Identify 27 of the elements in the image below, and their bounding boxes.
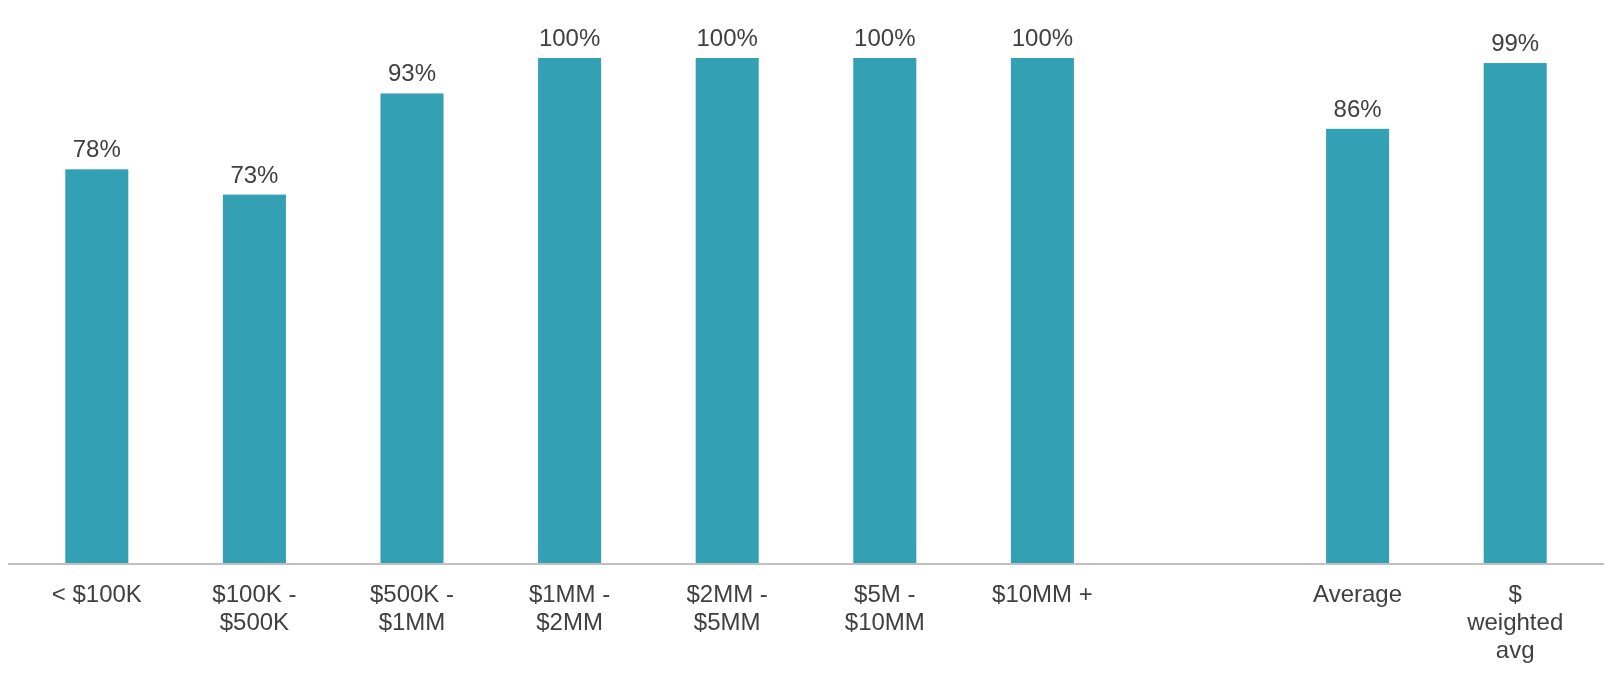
data-label: 100% xyxy=(538,24,601,51)
data-label: 86% xyxy=(1333,94,1382,122)
bar xyxy=(538,58,602,564)
data-label: 100% xyxy=(696,24,758,51)
x-tick-label: $ weighted avg xyxy=(1466,580,1564,663)
bar xyxy=(1326,128,1390,564)
bar xyxy=(695,58,759,564)
data-label: 73% xyxy=(230,160,279,188)
bar xyxy=(222,194,286,564)
bar xyxy=(1483,63,1547,564)
data-label: 78% xyxy=(72,135,121,163)
bar xyxy=(853,58,917,564)
bar xyxy=(65,169,129,564)
x-tick-label: Average xyxy=(1313,580,1403,607)
bar xyxy=(1010,58,1074,564)
x-tick-label: $100K - $500K xyxy=(212,580,297,635)
data-label: 99% xyxy=(1491,29,1540,57)
data-label: 100% xyxy=(854,24,916,51)
data-label: 100% xyxy=(1011,24,1074,51)
x-tick-label: $500K - $1MM xyxy=(369,580,455,635)
x-tick-label: $10MM + xyxy=(992,580,1093,607)
data-label: 93% xyxy=(387,59,437,87)
x-tick-label: < $100K xyxy=(51,580,142,607)
x-tick-label: $2MM - $5MM xyxy=(686,580,768,635)
x-tick-label: $5M - $10MM xyxy=(844,580,925,635)
bar xyxy=(380,93,444,564)
x-tick-label: $1MM - $2MM xyxy=(528,580,611,635)
